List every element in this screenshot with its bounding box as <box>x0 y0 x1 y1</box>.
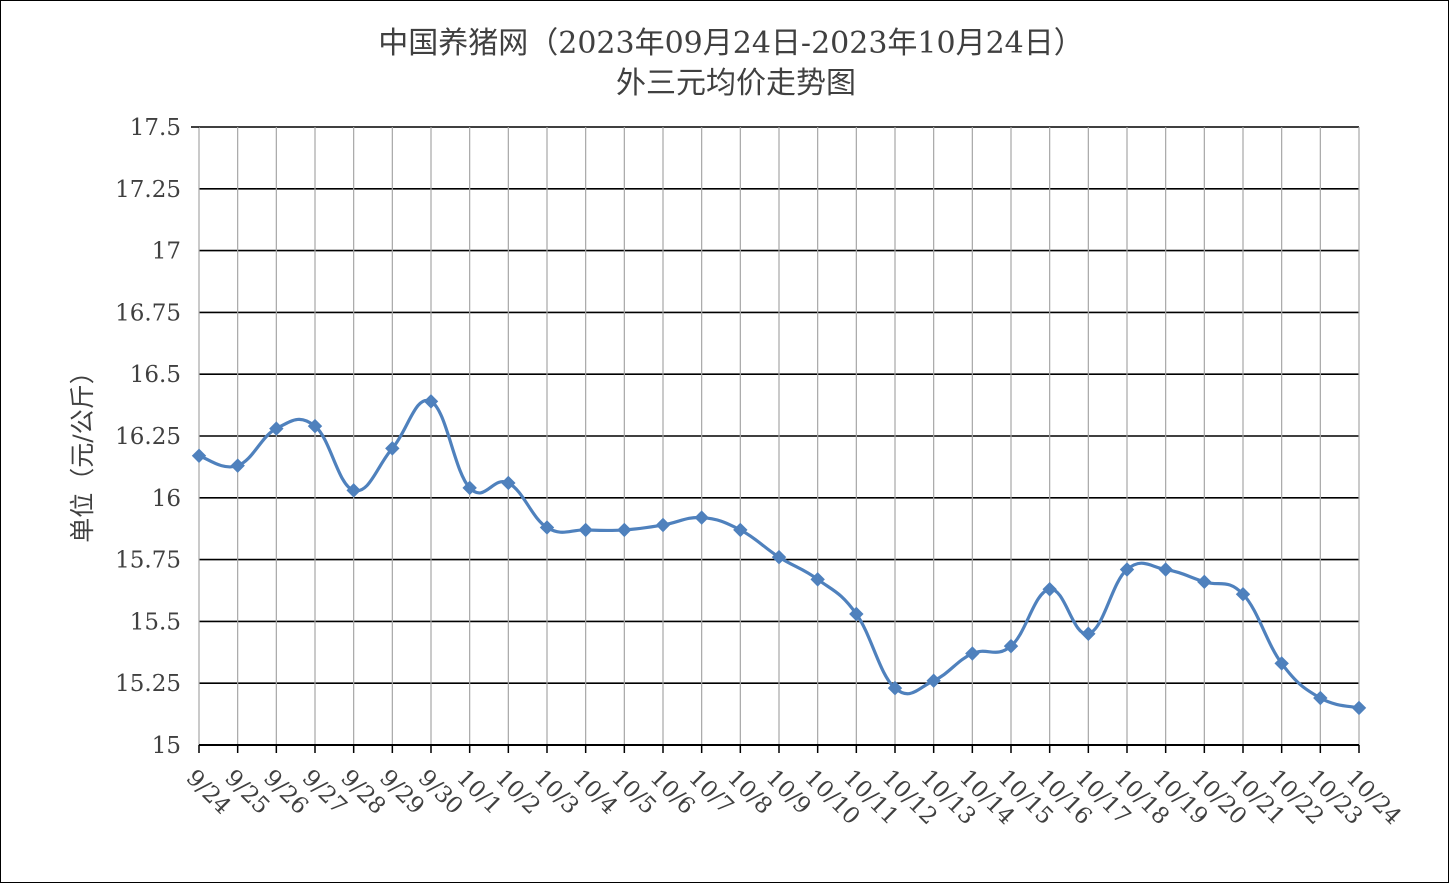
chart-title: 中国养猪网（2023年09月24日-2023年10月24日） <box>378 26 1084 61</box>
data-point <box>1351 700 1367 716</box>
y-tick-label: 16.5 <box>130 362 181 388</box>
data-point <box>655 517 671 533</box>
data-point <box>501 475 516 491</box>
y-tick-label: 15.25 <box>115 671 181 697</box>
data-point <box>849 606 864 622</box>
data-point <box>385 441 400 456</box>
y-axis-label: 单位（元/公斤） <box>68 359 97 542</box>
data-point <box>462 480 477 496</box>
y-tick-label: 15 <box>152 733 181 759</box>
data-point <box>578 522 593 538</box>
y-tick-label: 17 <box>152 239 181 265</box>
data-point <box>926 673 941 688</box>
data-point <box>965 646 980 661</box>
chart-subtitle: 外三元均价走势图 <box>616 66 856 101</box>
axes <box>191 126 1360 753</box>
data-point <box>810 572 825 587</box>
data-point <box>1313 690 1328 706</box>
data-point <box>771 549 787 565</box>
data-point <box>346 483 361 498</box>
data-point <box>230 458 245 473</box>
x-tick-labels: 9/249/259/269/279/289/299/3010/110/210/3… <box>181 765 1406 830</box>
y-tick-label: 16.75 <box>115 300 181 326</box>
data-point <box>694 510 709 525</box>
data-point <box>887 680 903 696</box>
data-point <box>617 522 632 538</box>
data-point <box>269 421 284 436</box>
data-point <box>1003 638 1019 654</box>
data-point <box>1042 582 1057 597</box>
x-tick-label: 9/24 <box>181 765 236 820</box>
data-point <box>423 394 439 409</box>
data-point <box>733 522 748 538</box>
data-point <box>1235 587 1251 602</box>
y-tick-label: 17.5 <box>130 115 181 141</box>
y-tick-label: 16 <box>152 486 181 512</box>
data-point <box>307 418 323 434</box>
price-series <box>191 394 1367 716</box>
data-point <box>1081 626 1096 641</box>
y-tick-label: 15.5 <box>130 609 181 635</box>
y-tick-labels: 15 15.25 15.5 15.75 16 16.25 16.5 16.75 17 17.25 1… <box>115 115 181 759</box>
y-tick-label: 16.25 <box>115 424 181 450</box>
data-point <box>1274 656 1289 671</box>
y-tick-label: 17.25 <box>115 177 181 203</box>
data-point <box>1119 562 1135 577</box>
y-tick-label: 15.75 <box>115 548 181 574</box>
data-point <box>191 448 207 463</box>
grid-lines <box>198 126 1360 745</box>
data-point <box>1197 574 1212 590</box>
data-point <box>1158 562 1173 577</box>
data-point <box>539 520 555 535</box>
